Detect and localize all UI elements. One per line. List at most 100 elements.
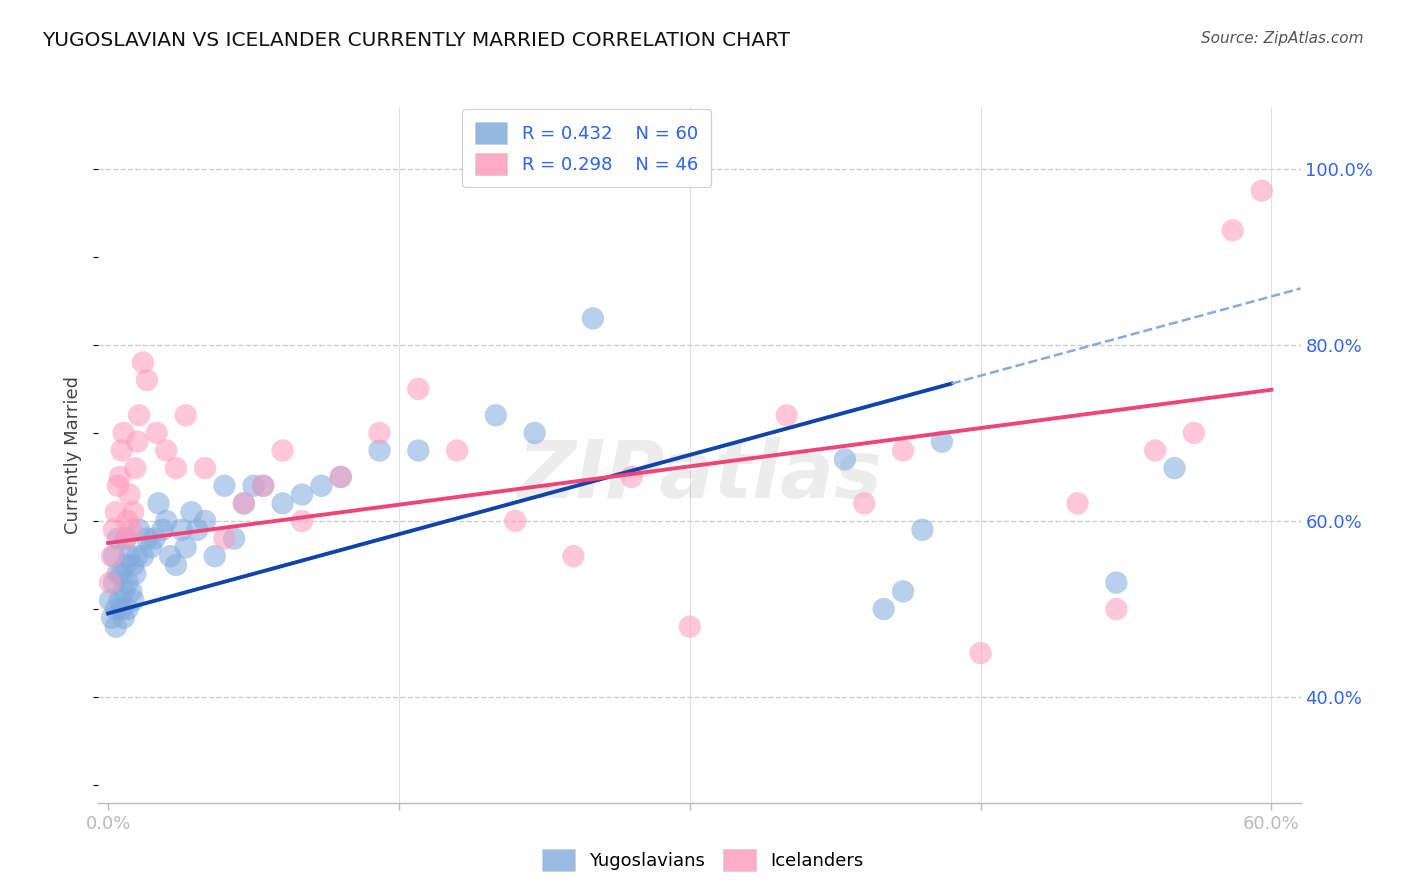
Point (103, 549, 125, 564)
Point (107, 566, 129, 581)
Point (485, 409, 508, 423)
Point (152, 523, 174, 537)
Point (180, 505, 202, 519)
Point (891, 443, 914, 458)
Point (114, 558, 136, 572)
Point (124, 566, 146, 581)
Point (104, 620, 127, 634)
Text: YUGOSLAVIAN VS ICELANDER CURRENTLY MARRIED CORRELATION CHART: YUGOSLAVIAN VS ICELANDER CURRENTLY MARRI… (42, 31, 790, 50)
Point (122, 593, 145, 607)
Point (132, 355, 155, 369)
Point (108, 593, 131, 607)
Point (1066, 496, 1088, 510)
Point (503, 514, 526, 528)
Point (174, 409, 197, 423)
Point (148, 496, 170, 510)
Point (329, 470, 352, 484)
Point (104, 602, 127, 616)
Point (107, 532, 129, 546)
Point (117, 602, 139, 616)
Point (408, 382, 430, 396)
Point (118, 549, 141, 564)
Point (108, 470, 131, 484)
Point (117, 575, 139, 590)
Point (214, 532, 236, 546)
Point (98, 593, 121, 607)
Point (122, 558, 145, 572)
Point (194, 461, 217, 475)
Point (1105, 602, 1128, 616)
Point (620, 470, 643, 484)
Point (252, 479, 274, 493)
Point (111, 602, 134, 616)
Point (120, 523, 142, 537)
Point (224, 532, 246, 546)
Point (911, 523, 934, 537)
Point (242, 479, 264, 493)
Point (165, 461, 187, 475)
Point (931, 434, 953, 449)
Point (679, 620, 702, 634)
Point (1222, 223, 1244, 237)
Point (135, 373, 157, 387)
Point (523, 425, 546, 440)
Point (127, 549, 149, 564)
Point (562, 549, 585, 564)
Point (873, 602, 896, 616)
Point (104, 505, 127, 519)
Point (1250, 184, 1272, 198)
Point (891, 584, 914, 599)
Point (291, 514, 314, 528)
Point (329, 470, 352, 484)
Point (311, 479, 333, 493)
Text: Source: ZipAtlas.com: Source: ZipAtlas.com (1201, 31, 1364, 46)
Point (111, 566, 134, 581)
Point (232, 496, 254, 510)
Point (114, 532, 136, 546)
Point (112, 611, 135, 625)
Point (103, 523, 125, 537)
Point (834, 452, 856, 467)
Point (969, 646, 991, 660)
Point (204, 549, 226, 564)
Point (174, 541, 197, 555)
Point (194, 514, 217, 528)
Point (271, 496, 294, 510)
Point (120, 584, 142, 599)
Y-axis label: Currently Married: Currently Married (65, 376, 83, 534)
Point (112, 584, 135, 599)
Point (446, 443, 468, 458)
Point (107, 479, 129, 493)
Point (1105, 575, 1128, 590)
Legend: R = 0.432    N = 60, R = 0.298    N = 46: R = 0.432 N = 60, R = 0.298 N = 46 (463, 109, 710, 187)
Point (101, 549, 124, 564)
Point (1182, 425, 1205, 440)
Point (135, 532, 157, 546)
Point (1163, 461, 1185, 475)
Point (112, 425, 135, 440)
Point (252, 479, 274, 493)
Point (103, 575, 125, 590)
Point (139, 541, 162, 555)
Point (582, 311, 605, 326)
Point (114, 532, 136, 546)
Legend: Yugoslavians, Icelanders: Yugoslavians, Icelanders (536, 842, 870, 879)
Text: ZIPatlas: ZIPatlas (517, 437, 882, 515)
Point (124, 461, 146, 475)
Point (186, 523, 208, 537)
Point (155, 443, 177, 458)
Point (291, 487, 314, 501)
Point (368, 425, 391, 440)
Point (159, 549, 181, 564)
Point (155, 514, 177, 528)
Point (368, 443, 391, 458)
Point (127, 434, 149, 449)
Point (128, 523, 150, 537)
Point (111, 443, 134, 458)
Point (143, 532, 166, 546)
Point (122, 505, 145, 519)
Point (145, 425, 167, 440)
Point (98, 575, 121, 590)
Point (165, 558, 187, 572)
Point (132, 549, 155, 564)
